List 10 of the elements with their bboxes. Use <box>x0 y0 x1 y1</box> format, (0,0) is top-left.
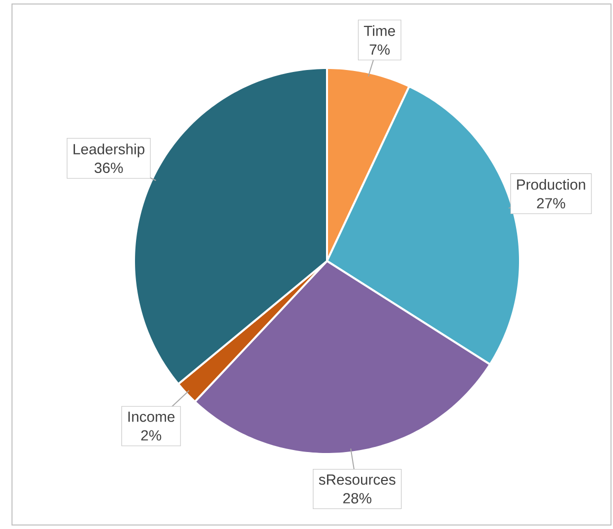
slice-label: Income <box>128 412 174 422</box>
data-label: 28% <box>343 493 372 504</box>
data-label: 27% <box>537 198 566 208</box>
data-label: 2% <box>141 430 162 441</box>
data-label: 7% <box>370 44 390 55</box>
slice-label: sResources <box>318 474 396 485</box>
data-label: 36% <box>94 162 123 174</box>
slice-label: Production <box>517 179 586 190</box>
slice-label: Leadership <box>74 144 144 158</box>
slice-label: Time <box>364 25 395 36</box>
